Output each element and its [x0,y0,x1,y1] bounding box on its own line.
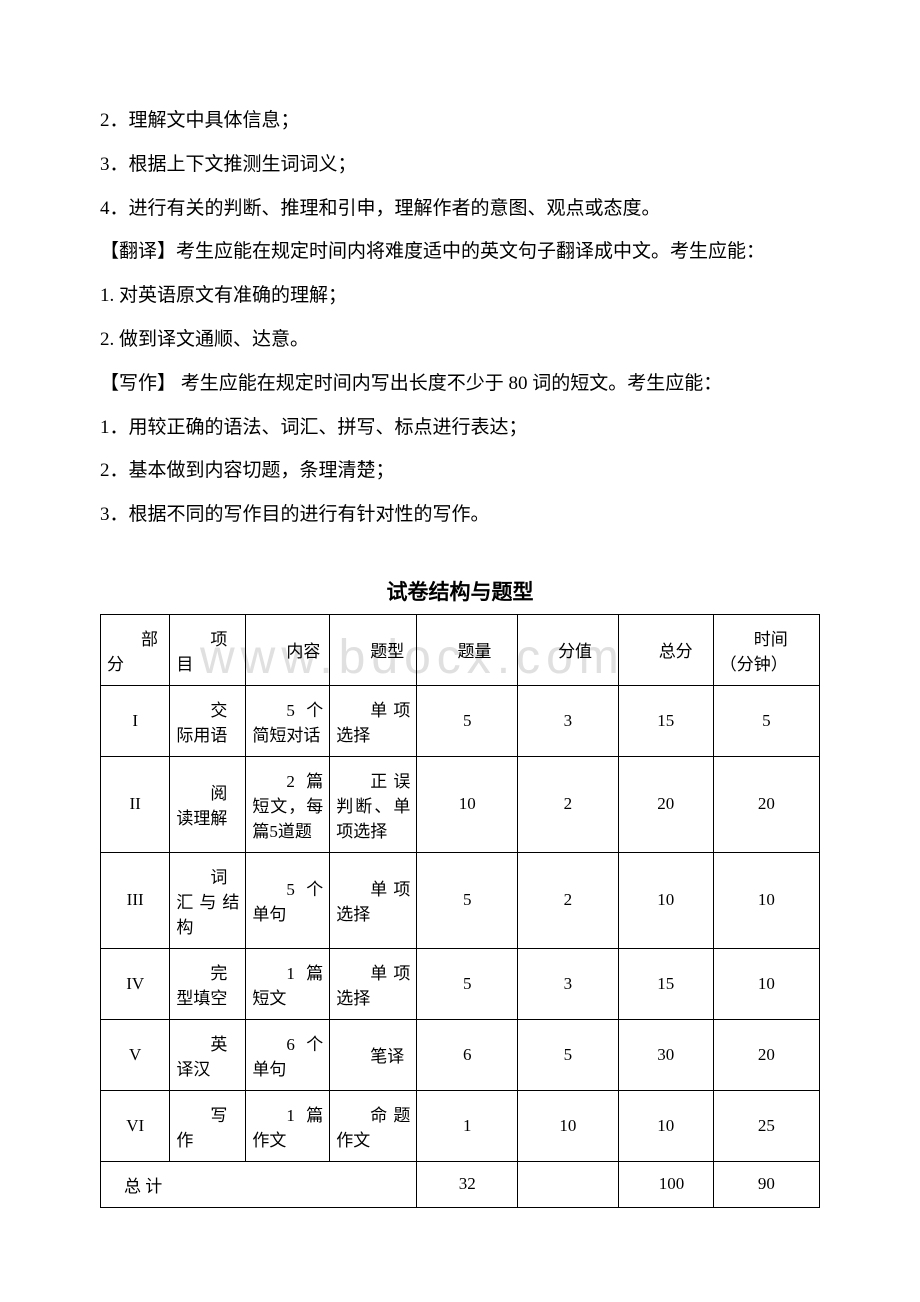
cell-item: 完型填空 [170,948,246,1019]
cell-points: 2 [518,756,619,852]
cell-content: 6个单句 [246,1019,330,1090]
header-content: 内容 [246,614,330,685]
text-line: 3．根据不同的写作目的进行有针对性的写作。 [100,494,820,536]
table-footer-row: 总 计 32 100 90 [101,1161,820,1207]
cell-points: 5 [518,1019,619,1090]
cell-time: 25 [713,1090,819,1161]
cell-item: 交际用语 [170,685,246,756]
table-body: I 交际用语 5个简短对话 单项选择 5 3 15 5 II 阅读理解 2篇短文… [101,685,820,1207]
header-item: 项目 [170,614,246,685]
cell-total: 15 [618,948,713,1019]
cell-content: 5个简短对话 [246,685,330,756]
cell-time: 5 [713,685,819,756]
cell-qty: 5 [417,685,518,756]
footer-total: 100 [618,1161,713,1207]
cell-time: 20 [713,756,819,852]
text-line: 2. 做到译文通顺、达意。 [100,319,820,361]
cell-points: 3 [518,948,619,1019]
cell-part: I [101,685,170,756]
text-line: 【翻译】考生应能在规定时间内将难度适中的英文句子翻译成中文。考生应能： [100,231,820,273]
cell-part: V [101,1019,170,1090]
header-points: 分值 [518,614,619,685]
cell-part: II [101,756,170,852]
text-line: 【写作】 考生应能在规定时间内写出长度不少于 80 词的短文。考生应能： [100,363,820,405]
cell-type: 笔译 [330,1019,417,1090]
cell-total: 10 [618,852,713,948]
table-row: V 英译汉 6个单句 笔译 6 5 30 20 [101,1019,820,1090]
header-type: 题型 [330,614,417,685]
table-title: 试卷结构与题型 [100,576,820,606]
cell-total: 30 [618,1019,713,1090]
cell-qty: 5 [417,852,518,948]
cell-total: 10 [618,1090,713,1161]
cell-part: VI [101,1090,170,1161]
cell-part: III [101,852,170,948]
header-part: 部分 [101,614,170,685]
cell-type: 正误判断、单项选择 [330,756,417,852]
text-line: 2．基本做到内容切题，条理清楚； [100,450,820,492]
cell-points: 10 [518,1090,619,1161]
cell-qty: 5 [417,948,518,1019]
header-total: 总分 [618,614,713,685]
table-row: II 阅读理解 2篇短文，每篇5道题 正误判断、单项选择 10 2 20 20 [101,756,820,852]
cell-qty: 10 [417,756,518,852]
cell-total: 15 [618,685,713,756]
cell-time: 10 [713,948,819,1019]
cell-type: 单项选择 [330,685,417,756]
cell-time: 10 [713,852,819,948]
text-content: 2．理解文中具体信息； 3．根据上下文推测生词词义； 4．进行有关的判断、推理和… [100,100,820,536]
cell-item: 阅读理解 [170,756,246,852]
cell-content: 5个单句 [246,852,330,948]
footer-points [518,1161,619,1207]
footer-label: 总 计 [101,1161,417,1207]
cell-item: 英译汉 [170,1019,246,1090]
cell-type: 单项选择 [330,852,417,948]
cell-content: 1篇短文 [246,948,330,1019]
cell-time: 20 [713,1019,819,1090]
cell-type: 单项选择 [330,948,417,1019]
exam-structure-table: 部分 项目 内容 题型 题量 分值 总分 时间（分钟） I 交际用语 5个简短对… [100,614,820,1208]
cell-item: 词汇与结构 [170,852,246,948]
table-header-row: 部分 项目 内容 题型 题量 分值 总分 时间（分钟） [101,614,820,685]
text-line: 4．进行有关的判断、推理和引申，理解作者的意图、观点或态度。 [100,188,820,230]
footer-qty: 32 [417,1161,518,1207]
table-row: VI 写作 1篇作文 命题作文 1 10 10 25 [101,1090,820,1161]
text-line: 2．理解文中具体信息； [100,100,820,142]
cell-qty: 1 [417,1090,518,1161]
table-row: I 交际用语 5个简短对话 单项选择 5 3 15 5 [101,685,820,756]
header-time: 时间（分钟） [713,614,819,685]
text-line: 1. 对英语原文有准确的理解； [100,275,820,317]
cell-total: 20 [618,756,713,852]
cell-points: 3 [518,685,619,756]
table-row: III 词汇与结构 5个单句 单项选择 5 2 10 10 [101,852,820,948]
cell-content: 1篇作文 [246,1090,330,1161]
cell-points: 2 [518,852,619,948]
cell-type: 命题作文 [330,1090,417,1161]
cell-part: IV [101,948,170,1019]
text-line: 1．用较正确的语法、词汇、拼写、标点进行表达； [100,407,820,449]
text-line: 3．根据上下文推测生词词义； [100,144,820,186]
footer-time: 90 [713,1161,819,1207]
table-row: IV 完型填空 1篇短文 单项选择 5 3 15 10 [101,948,820,1019]
cell-content: 2篇短文，每篇5道题 [246,756,330,852]
header-qty: 题量 [417,614,518,685]
cell-item: 写作 [170,1090,246,1161]
cell-qty: 6 [417,1019,518,1090]
